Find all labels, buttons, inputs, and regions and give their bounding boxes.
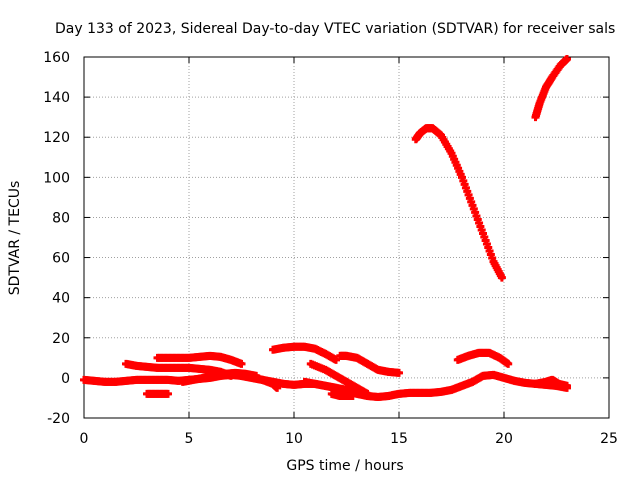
data-point [497, 273, 506, 282]
y-tick-label: 20 [52, 331, 70, 347]
y-tick-label: 140 [43, 90, 70, 106]
data-point [563, 381, 571, 390]
data-point [237, 359, 246, 368]
x-tick-label: 20 [495, 431, 513, 447]
y-tick-label: 60 [52, 251, 70, 267]
data-point [332, 355, 340, 364]
data-point [273, 383, 282, 392]
series-track-3 [153, 351, 246, 368]
series-track-7 [269, 342, 340, 364]
y-tick-label: 40 [52, 291, 70, 307]
y-tick-label: 160 [43, 50, 70, 66]
data-point [363, 389, 372, 398]
x-tick-label: 0 [80, 431, 89, 447]
series-track-12 [411, 124, 506, 282]
series-track-6 [237, 371, 282, 392]
y-tick-label: 80 [52, 210, 70, 226]
y-tick-label: 0 [61, 371, 70, 387]
series-track-14 [531, 55, 571, 122]
y-tick-label: 100 [43, 170, 70, 186]
series-track-9 [306, 359, 372, 398]
y-axis-label: SDTVAR / TECUs [7, 181, 23, 296]
data-point [395, 368, 403, 377]
x-tick-label: 5 [185, 431, 194, 447]
series-track-4 [143, 389, 172, 398]
data-point [504, 359, 513, 368]
series-track-11 [336, 351, 403, 377]
axis-ticks: 0 5 10 15 20 25 -20 0 20 40 60 80 100 120 140 160 [43, 50, 618, 447]
x-axis-label: GPS time / hours [286, 458, 403, 474]
x-tick-label: 25 [600, 431, 618, 447]
data-marks [80, 55, 571, 401]
chart-title: Day 133 of 2023, Sidereal Day-to-day VTE… [55, 21, 615, 37]
series-track-10 [327, 389, 357, 400]
series-track-13 [453, 348, 513, 368]
y-tick-label: 120 [43, 130, 70, 146]
grid [84, 57, 609, 418]
data-point [348, 391, 357, 400]
plot-frame [83, 56, 610, 419]
y-tick-label: -20 [47, 411, 70, 427]
series-track-15 [531, 375, 571, 390]
data-point [563, 55, 571, 64]
data-point [164, 389, 172, 398]
x-tick-label: 10 [285, 431, 303, 447]
x-tick-label: 15 [390, 431, 408, 447]
